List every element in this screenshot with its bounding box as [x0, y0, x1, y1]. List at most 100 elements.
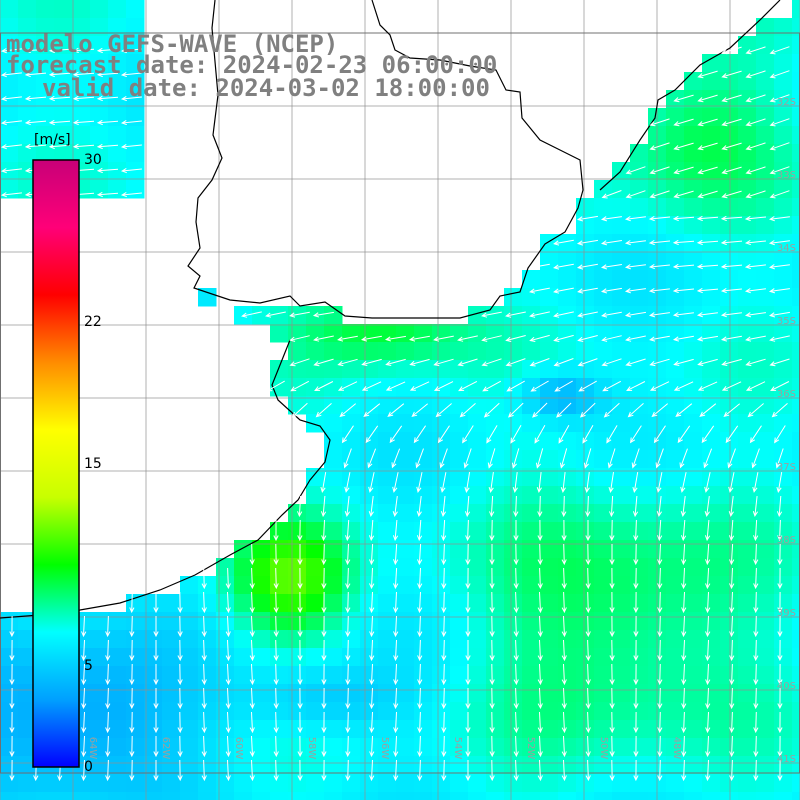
wind-arrow	[728, 472, 735, 493]
wind-arrow	[704, 496, 710, 518]
wind-arrow	[389, 425, 403, 444]
wind-arrow	[633, 687, 639, 710]
wind-arrow	[465, 688, 471, 710]
wind-arrow	[457, 335, 478, 342]
wind-arrow	[489, 519, 495, 542]
wind-arrow	[321, 687, 327, 710]
wind-arrow	[561, 567, 567, 590]
wind-arrow	[672, 263, 695, 270]
wind-arrow	[537, 639, 543, 662]
wind-arrow	[369, 591, 375, 614]
wind-arrow	[585, 543, 591, 566]
wind-arrow	[273, 663, 279, 686]
wind-arrow	[529, 311, 550, 318]
wind-arrow	[601, 311, 622, 318]
wind-arrow	[408, 335, 430, 342]
wind-arrow	[705, 687, 711, 710]
wind-arrow	[392, 519, 399, 542]
wind-arrow	[464, 495, 471, 518]
wind-arrow	[703, 448, 713, 469]
wind-arrow	[345, 639, 351, 662]
wind-arrow	[321, 591, 327, 614]
wind-arrow	[0, 48, 22, 54]
wind-arrow	[657, 639, 663, 662]
wind-arrow	[289, 358, 310, 367]
wind-arrow	[321, 663, 327, 686]
wind-arrow	[745, 70, 766, 79]
wind-arrow	[530, 380, 549, 392]
wind-arrow	[729, 615, 735, 638]
wind-arrow	[120, 71, 142, 78]
wind-arrow	[554, 380, 573, 392]
wind-arrow	[633, 735, 639, 758]
wind-arrow	[489, 544, 495, 566]
wind-arrow	[0, 96, 22, 102]
wind-arrow	[585, 711, 591, 734]
wind-arrow	[768, 264, 790, 270]
wind-arrow	[96, 143, 119, 150]
wind-arrow	[721, 166, 742, 175]
valid-date: valid date: 2024-03-02 18:00:00	[42, 74, 490, 102]
wind-arrow	[769, 94, 790, 103]
wind-arrow	[633, 711, 639, 734]
wind-arrow	[553, 358, 574, 367]
lon-label: 54W	[452, 737, 463, 760]
wind-arrow	[417, 567, 423, 590]
wind-arrow	[81, 759, 87, 782]
wind-arrow	[177, 639, 183, 662]
wind-arrow	[561, 591, 567, 614]
wind-arrow	[603, 402, 620, 418]
wind-arrow	[672, 312, 694, 318]
wind-arrow	[417, 735, 423, 758]
wind-arrow	[677, 425, 691, 444]
wind-arrow	[705, 711, 711, 734]
wind-arrow	[753, 711, 759, 734]
colorbar-tick-label: 30	[84, 152, 102, 168]
wind-arrow	[745, 190, 766, 199]
wind-arrow	[648, 312, 670, 318]
wind-arrow	[153, 664, 159, 686]
wind-arrow	[601, 335, 622, 342]
wind-arrow	[768, 311, 790, 318]
wind-arrow	[624, 240, 646, 246]
lat-label: 39S	[777, 608, 796, 619]
wind-arrow	[24, 119, 47, 126]
wind-arrow	[313, 335, 334, 342]
wind-arrow	[745, 166, 766, 175]
wind-arrow	[537, 615, 543, 638]
wind-arrow	[369, 711, 375, 734]
wind-arrow	[513, 711, 519, 734]
wind-arrow	[697, 381, 718, 391]
wind-arrow	[441, 519, 447, 542]
wind-arrow	[576, 239, 598, 246]
wind-arrow	[609, 639, 615, 662]
wind-arrow	[633, 663, 639, 686]
wind-arrow	[177, 591, 183, 614]
wind-arrow	[513, 543, 519, 566]
wind-arrow	[345, 519, 351, 542]
wind-arrow	[633, 591, 639, 614]
wind-arrow	[387, 403, 405, 418]
lat-label: 37S	[777, 462, 796, 473]
wind-arrow	[9, 615, 15, 638]
wind-arrow	[321, 543, 327, 566]
wind-arrow	[345, 711, 351, 734]
wind-arrow	[24, 71, 47, 78]
wind-arrow	[225, 687, 231, 710]
wind-arrow	[392, 472, 399, 493]
wind-arrow	[609, 519, 615, 542]
wind-arrow	[297, 663, 303, 686]
wind-arrow	[177, 663, 183, 686]
lon-label: 50W	[598, 737, 609, 760]
wind-arrow	[577, 311, 598, 318]
wind-arrow	[529, 287, 550, 294]
wind-arrow	[273, 687, 279, 710]
wind-arrow	[744, 215, 767, 222]
wind-arrow	[345, 663, 351, 686]
wind-arrow	[345, 615, 351, 638]
lat-label: 40S	[777, 681, 796, 692]
wind-arrow	[384, 335, 406, 342]
wind-arrow	[201, 687, 207, 710]
wind-arrow	[153, 616, 159, 638]
wind-arrow	[681, 543, 687, 566]
